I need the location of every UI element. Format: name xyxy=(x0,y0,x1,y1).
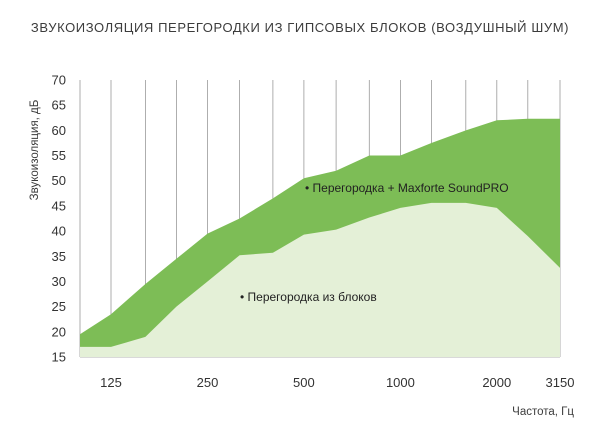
y-tick-label: 60 xyxy=(52,123,66,138)
x-tick-label: 2000 xyxy=(482,375,511,390)
x-tick-label: 125 xyxy=(100,375,122,390)
x-axis-ticks: 125 250 500 1000 2000 3150 xyxy=(100,375,574,390)
series-annotation-1: • Перегородка из блоков xyxy=(240,290,377,304)
x-tick-label: 250 xyxy=(197,375,219,390)
series-area-1 xyxy=(80,202,560,357)
y-tick-label: 40 xyxy=(52,224,66,239)
y-tick-label: 45 xyxy=(52,198,66,213)
x-tick-label: 1000 xyxy=(386,375,415,390)
x-tick-label: 3150 xyxy=(546,375,575,390)
annotations: • Перегородка + Maxforte SoundPRO • Перег… xyxy=(240,181,509,304)
y-tick-label: 30 xyxy=(52,274,66,289)
series-annotation-0: • Перегородка + Maxforte SoundPRO xyxy=(305,181,509,195)
y-tick-label: 20 xyxy=(52,324,66,339)
plot-areas xyxy=(80,118,560,357)
y-tick-label: 15 xyxy=(52,350,66,365)
y-tick-label: 25 xyxy=(52,299,66,314)
x-axis-label: Частота, Гц xyxy=(512,406,574,418)
y-tick-label: 50 xyxy=(52,173,66,188)
x-tick-label: 500 xyxy=(293,375,315,390)
y-tick-label: 55 xyxy=(52,148,66,163)
y-tick-label: 70 xyxy=(52,73,66,88)
y-axis-ticks: 15 20 25 30 35 40 45 50 55 60 65 70 xyxy=(52,73,66,365)
chart-title: ЗВУКОИЗОЛЯЦИЯ ПЕРЕГОРОДКИ ИЗ ГИПСОВЫХ БЛ… xyxy=(31,20,569,35)
y-tick-label: 65 xyxy=(52,98,66,113)
y-tick-label: 35 xyxy=(52,249,66,264)
y-axis-label: Звукоизоляция, дБ xyxy=(29,100,41,201)
